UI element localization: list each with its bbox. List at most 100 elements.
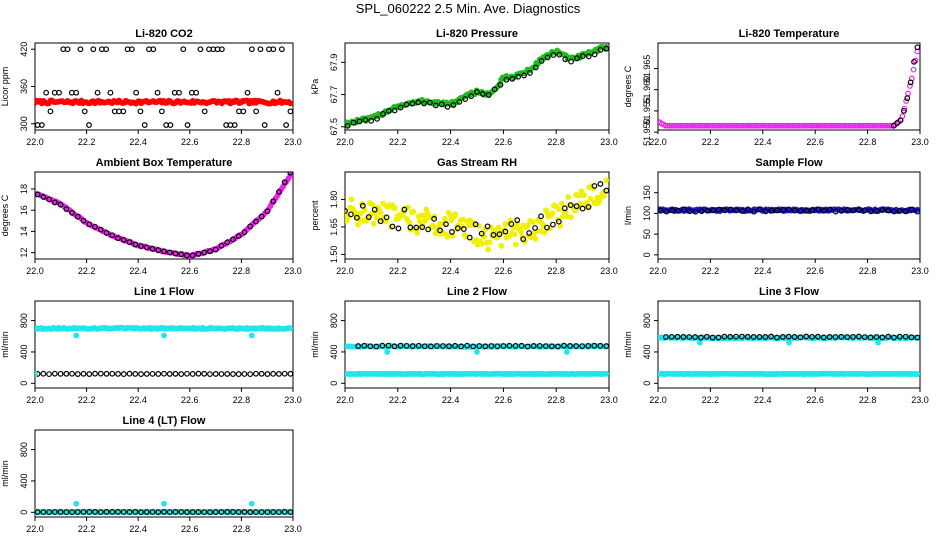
point-raw [797, 208, 804, 214]
point-avg [862, 122, 869, 129]
point-avg [370, 220, 377, 227]
plot-frame [344, 42, 610, 131]
x-tick-label: 22.8 [859, 395, 877, 405]
point-raw [155, 509, 162, 516]
point-raw [120, 236, 127, 243]
plot-title: Ambient Box Temperature [96, 157, 233, 169]
point-raw [556, 51, 563, 58]
point-raw [385, 107, 392, 114]
point-avg [787, 122, 794, 129]
point-raw [379, 342, 386, 349]
point-raw [281, 509, 288, 515]
chart-panel-3: Li-820 Temperature degrees C 22.0 22.2 22.4 2… [623, 28, 929, 147]
point-avg [796, 122, 803, 129]
point-raw [890, 122, 897, 129]
point-avg [731, 122, 738, 129]
point-avg [778, 122, 785, 129]
point-avg [869, 122, 876, 129]
x-tick-label: 22.8 [859, 137, 877, 147]
y-tick-label: 800 [19, 442, 29, 457]
point-avg [806, 122, 813, 129]
point-avg [718, 122, 725, 129]
point-raw [779, 334, 786, 340]
point-raw [433, 343, 440, 349]
point-raw [362, 117, 369, 123]
point-raw [184, 370, 190, 377]
point-avg [752, 122, 758, 129]
x-tick-label: 22.8 [233, 137, 251, 147]
point-raw [472, 221, 479, 228]
point-raw [287, 172, 293, 176]
point-raw [276, 371, 282, 377]
point-avg [735, 122, 742, 129]
point-avg [828, 122, 835, 129]
point-avg [558, 200, 565, 207]
point-raw [197, 46, 204, 53]
point-raw [201, 108, 208, 115]
point-avg [795, 122, 801, 129]
plot-title: Line 1 Flow [134, 286, 194, 298]
point-raw [421, 100, 427, 107]
x-tick-label: 22.0 [336, 395, 354, 405]
point-avg-high [875, 339, 881, 346]
point-raw [103, 509, 110, 515]
point-raw [248, 46, 255, 53]
point-raw [73, 89, 80, 96]
point-raw [132, 241, 139, 248]
point-raw [195, 509, 202, 515]
point-raw [409, 343, 416, 349]
point-avg [712, 122, 719, 129]
point-raw [440, 343, 446, 349]
point-raw [885, 207, 892, 214]
point-raw [258, 213, 265, 220]
point-avg [809, 122, 816, 129]
point-avg [748, 122, 755, 129]
x-tick-label: 22.4 [129, 266, 147, 276]
point-raw [603, 187, 609, 194]
point-raw [218, 509, 225, 515]
point-raw [178, 509, 185, 515]
point-avg [851, 122, 857, 129]
point-raw [161, 370, 167, 377]
point-raw [733, 207, 740, 214]
point-raw [132, 371, 139, 377]
point-raw [462, 96, 469, 102]
point-raw [491, 86, 498, 93]
point-avg [789, 122, 796, 129]
point-avg [791, 122, 798, 129]
point-raw [561, 342, 567, 349]
x-tick-label: 23.0 [284, 395, 302, 405]
point-raw [253, 218, 259, 225]
point-raw [97, 226, 104, 233]
point-raw [40, 370, 47, 377]
point-raw [867, 208, 874, 215]
point-raw [585, 343, 592, 349]
y-axis-label: degrees C [623, 65, 633, 107]
point-raw [896, 208, 903, 214]
point-raw [470, 343, 477, 350]
x-tick-label: 22.8 [547, 266, 565, 276]
point-raw [901, 108, 907, 114]
y-tick-label: 800 [19, 313, 29, 328]
point-raw [235, 233, 242, 239]
x-tick-label: 22.4 [129, 395, 147, 405]
point-raw [46, 509, 52, 516]
plot-title: Li-820 CO2 [135, 28, 192, 40]
point-raw [861, 207, 868, 214]
point-raw [235, 509, 242, 515]
point-raw [365, 214, 372, 220]
point-avg [847, 122, 854, 129]
point-avg [903, 98, 910, 104]
point-raw [497, 81, 504, 88]
data-points [658, 206, 920, 215]
point-raw [74, 371, 81, 377]
point-avg [783, 122, 790, 129]
point-raw [532, 225, 538, 231]
point-raw [212, 509, 219, 515]
point-raw [500, 343, 507, 349]
point-raw [739, 333, 745, 340]
plot-frame [657, 42, 921, 131]
point-avg [677, 122, 684, 129]
x-tick-label: 22.0 [649, 137, 667, 147]
point-raw [902, 333, 909, 340]
